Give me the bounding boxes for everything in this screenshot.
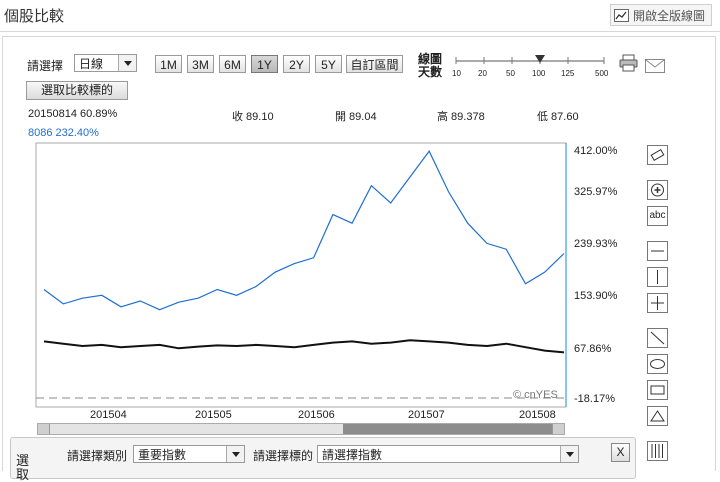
range-button-1m[interactable]: 1M (155, 55, 182, 73)
vertical-line-tool[interactable] (647, 267, 668, 287)
mail-icon[interactable] (645, 59, 666, 74)
compare-panel-label: 選 取 (16, 454, 29, 482)
target-select-value: 請選擇指數 (322, 448, 383, 462)
ma-days-slider[interactable] (448, 54, 613, 78)
page-header: 個股比較 開啟全版線圖 (0, 0, 720, 32)
x-tick-label: 201507 (408, 409, 445, 421)
rectangle-tool[interactable] (647, 380, 668, 400)
chart-panel (2, 36, 716, 471)
scroll-right-icon[interactable] (552, 424, 564, 434)
scroll-left-icon[interactable] (38, 424, 50, 434)
series-line-1 (43, 339, 565, 354)
scrollbar-thumb[interactable] (343, 424, 554, 434)
y-tick-label: -18.17% (574, 393, 615, 405)
print-icon[interactable] (619, 54, 639, 72)
triangle-tool[interactable] (647, 406, 668, 426)
slider-thumb-icon (535, 55, 545, 63)
eraser-tool[interactable] (647, 145, 668, 165)
ma-tick-500: 500 (595, 69, 609, 78)
open-fullview-button[interactable]: 開啟全版線圖 (609, 4, 712, 26)
chevron-down-icon (118, 55, 136, 71)
chevron-down-icon (560, 446, 578, 462)
range-button-5y[interactable]: 5Y (315, 55, 342, 73)
x-tick-label: 201508 (519, 409, 556, 421)
chart-icon (613, 8, 629, 22)
ellipse-tool[interactable] (647, 354, 668, 374)
select-compare-button[interactable]: 選取比較標的 (26, 81, 128, 100)
range-button-3m[interactable]: 3M (187, 55, 214, 73)
watermark: © cnYES (513, 389, 558, 401)
x-tick-label: 201506 (298, 409, 335, 421)
series-line-0 (43, 150, 565, 311)
y-tick-label: 153.90% (574, 290, 618, 302)
x-tick-label: 201505 (195, 409, 232, 421)
y-tick-label: 67.86% (574, 343, 612, 355)
info-high: 高 89.378 (437, 111, 485, 123)
x-tick-label: 201504 (90, 409, 127, 421)
range-button-6m[interactable]: 6M (219, 55, 246, 73)
compare-panel: 選 取 請選擇類別 重要指數 請選擇標的 請選擇指數 X (10, 437, 636, 482)
category-select[interactable]: 重要指數 (133, 445, 245, 463)
ma-tick-125: 125 (561, 69, 575, 78)
ma-tick-10: 10 (452, 69, 461, 78)
chart-scrollbar[interactable] (37, 423, 565, 435)
y-tick-label: 239.93% (574, 238, 618, 250)
compare-panel-label-1: 選 (16, 453, 30, 468)
horizontal-line-tool[interactable] (647, 241, 668, 261)
info-date-change: 20150814 60.89% (28, 108, 118, 120)
category-select-value: 重要指數 (138, 448, 187, 462)
period-select[interactable]: 日線 (74, 54, 137, 72)
ma-tick-50: 50 (506, 69, 515, 78)
info-open: 開 89.04 (335, 111, 377, 123)
info-close: 收 89.10 (232, 111, 274, 123)
info-compare-stock: 8086 232.40% (28, 127, 99, 139)
ma-days-label: 線圖 天數 (418, 53, 442, 79)
compare-panel-label-2: 取 (16, 467, 30, 482)
ma-tick-20: 20 (478, 69, 487, 78)
period-select-value: 日線 (79, 57, 104, 71)
info-low: 低 87.60 (537, 111, 579, 123)
line-chart (35, 142, 567, 408)
close-compare-button[interactable]: X (611, 443, 630, 462)
y-tick-label: 325.97% (574, 186, 618, 198)
page-title: 個股比較 (4, 8, 65, 25)
zoom-in-tool[interactable] (647, 180, 668, 200)
crosshair-tool[interactable] (647, 293, 668, 313)
ma-days-label-line1: 線圖 (418, 52, 443, 66)
category-label: 請選擇類別 (67, 449, 128, 463)
ma-tick-100: 100 (532, 69, 546, 78)
range-button-1y[interactable]: 1Y (251, 55, 278, 73)
range-button-2y[interactable]: 2Y (283, 55, 310, 73)
period-select-label: 請選擇 (27, 59, 64, 73)
text-tool[interactable]: abc (647, 206, 668, 226)
fibonacci-tool[interactable] (647, 441, 668, 461)
custom-range-button[interactable]: 自訂區間 (346, 55, 403, 73)
chevron-down-icon (226, 446, 244, 462)
trendline-tool[interactable] (647, 328, 668, 348)
plot-area (35, 142, 567, 408)
target-label: 請選擇標的 (253, 449, 314, 463)
open-fullview-label: 開啟全版線圖 (632, 8, 705, 23)
y-tick-label: 412.00% (574, 145, 618, 157)
target-select[interactable]: 請選擇指數 (317, 445, 579, 463)
ma-days-label-line2: 天數 (418, 65, 443, 79)
